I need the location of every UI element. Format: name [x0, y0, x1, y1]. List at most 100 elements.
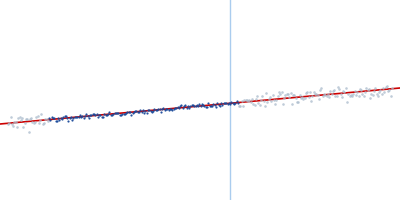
Point	[5, 123, 11, 126]
Point	[200, 104, 206, 107]
Point	[368, 92, 375, 95]
Point	[259, 94, 266, 97]
Point	[170, 107, 177, 110]
Point	[384, 84, 390, 87]
Point	[199, 102, 205, 105]
Point	[144, 111, 150, 114]
Point	[66, 116, 73, 120]
Point	[77, 113, 83, 117]
Point	[388, 94, 394, 97]
Point	[32, 120, 38, 123]
Point	[382, 85, 389, 88]
Point	[202, 105, 209, 108]
Point	[318, 87, 324, 90]
Point	[290, 93, 296, 97]
Point	[91, 113, 97, 116]
Point	[282, 93, 289, 96]
Point	[105, 112, 111, 116]
Point	[27, 118, 33, 121]
Point	[386, 89, 393, 92]
Point	[146, 109, 152, 112]
Point	[82, 114, 88, 118]
Point	[55, 117, 61, 120]
Point	[56, 118, 62, 121]
Point	[204, 106, 210, 109]
Point	[305, 95, 312, 98]
Point	[357, 87, 363, 91]
Point	[120, 112, 127, 115]
Point	[217, 104, 223, 107]
Point	[342, 86, 349, 89]
Point	[154, 108, 160, 111]
Point	[108, 113, 114, 116]
Point	[181, 104, 187, 107]
Point	[326, 96, 332, 99]
Point	[79, 115, 86, 118]
Point	[334, 94, 340, 97]
Point	[284, 92, 290, 95]
Point	[354, 91, 360, 94]
Point	[133, 109, 140, 112]
Point	[192, 104, 199, 108]
Point	[155, 108, 162, 111]
Point	[201, 105, 208, 108]
Point	[69, 118, 76, 121]
Point	[314, 93, 321, 97]
Point	[378, 92, 385, 95]
Point	[237, 104, 244, 107]
Point	[292, 97, 299, 100]
Point	[285, 93, 291, 96]
Point	[223, 101, 230, 104]
Point	[151, 107, 158, 110]
Point	[174, 106, 181, 109]
Point	[152, 109, 159, 112]
Point	[15, 116, 22, 119]
Point	[173, 106, 180, 109]
Point	[34, 115, 41, 118]
Point	[248, 100, 254, 104]
Point	[100, 115, 106, 118]
Point	[245, 100, 251, 103]
Point	[167, 108, 173, 111]
Point	[263, 92, 269, 95]
Point	[244, 98, 250, 101]
Point	[19, 116, 25, 119]
Point	[122, 112, 128, 115]
Point	[330, 89, 336, 93]
Point	[304, 90, 310, 93]
Point	[327, 89, 334, 93]
Point	[364, 89, 371, 92]
Point	[362, 90, 368, 93]
Point	[62, 114, 69, 118]
Point	[373, 93, 380, 96]
Point	[172, 106, 178, 109]
Point	[46, 116, 52, 119]
Point	[115, 111, 122, 115]
Point	[156, 107, 163, 110]
Point	[183, 106, 190, 109]
Point	[266, 97, 272, 100]
Point	[16, 115, 23, 118]
Point	[23, 117, 29, 120]
Point	[231, 102, 237, 106]
Point	[307, 90, 313, 93]
Point	[300, 97, 306, 100]
Point	[129, 112, 136, 115]
Point	[9, 122, 15, 125]
Point	[102, 113, 109, 116]
Point	[95, 115, 101, 119]
Point	[352, 89, 358, 92]
Point	[51, 116, 58, 119]
Point	[41, 121, 47, 124]
Point	[184, 105, 191, 108]
Point	[208, 105, 214, 108]
Point	[294, 101, 300, 104]
Point	[339, 95, 345, 99]
Point	[358, 88, 364, 91]
Point	[123, 111, 129, 114]
Point	[376, 90, 382, 94]
Point	[381, 91, 388, 94]
Point	[222, 101, 228, 104]
Point	[340, 89, 346, 92]
Point	[14, 126, 20, 129]
